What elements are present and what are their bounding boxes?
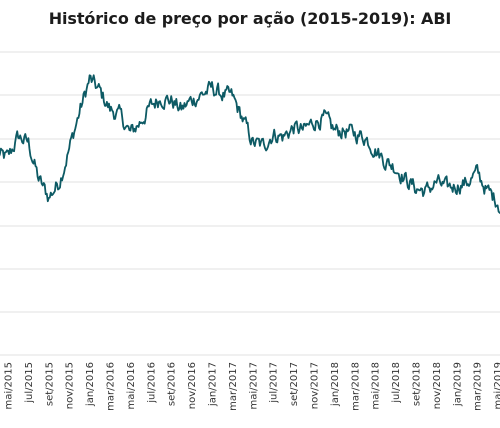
chart-title: Histórico de preço por ação (2015-2019):… bbox=[48, 9, 452, 28]
x-tick-label: jul/2018 bbox=[391, 362, 402, 404]
series-layer bbox=[0, 74, 500, 215]
x-tick-label: mar/2018 bbox=[350, 362, 361, 411]
x-tick-label: set/2017 bbox=[289, 362, 300, 406]
x-tick-label: set/2016 bbox=[167, 362, 178, 406]
x-axis-ticks: mai/2015 jul/2015 set/2015 nov/2015 jan/2016… bbox=[4, 362, 500, 411]
x-tick-label: jan/2016 bbox=[85, 362, 96, 407]
x-tick-label: jul/2016 bbox=[146, 362, 157, 404]
x-tick-label: mai/2019 bbox=[493, 362, 500, 409]
x-tick-label: jul/2015 bbox=[24, 362, 35, 404]
x-tick-label: mai/2016 bbox=[126, 362, 137, 409]
x-tick-label: mai/2017 bbox=[248, 362, 259, 409]
x-tick-label: nov/2017 bbox=[310, 362, 321, 409]
x-tick-label: jul/2017 bbox=[269, 362, 280, 404]
x-tick-label: mai/2018 bbox=[371, 362, 382, 409]
x-tick-label: nov/2018 bbox=[432, 362, 443, 409]
x-tick-label: set/2015 bbox=[44, 362, 55, 406]
x-tick-label: mar/2016 bbox=[106, 362, 117, 411]
x-tick-label: nov/2016 bbox=[187, 362, 198, 409]
x-tick-label: jan/2017 bbox=[208, 362, 219, 407]
x-tick-label: mar/2017 bbox=[228, 362, 239, 411]
grid bbox=[0, 51, 500, 356]
series-line-abi bbox=[0, 74, 500, 215]
x-tick-label: mai/2015 bbox=[4, 362, 15, 409]
x-tick-label: nov/2015 bbox=[65, 362, 76, 409]
x-tick-label: set/2018 bbox=[412, 362, 423, 406]
x-tick-label: mar/2019 bbox=[473, 362, 484, 411]
x-tick-label: jan/2019 bbox=[452, 362, 463, 407]
x-tick-label: jan/2018 bbox=[330, 362, 341, 407]
